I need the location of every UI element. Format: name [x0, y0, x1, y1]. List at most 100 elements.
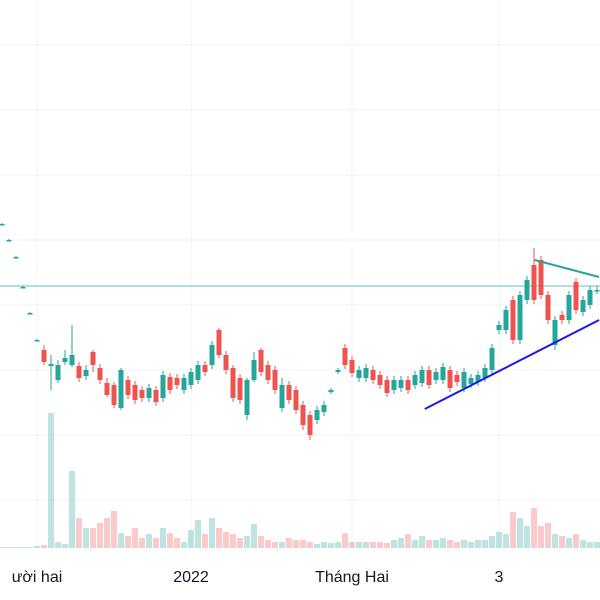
x-tick-label: 3: [495, 569, 504, 586]
candle-body: [216, 330, 222, 355]
volume-bar: [363, 542, 369, 548]
volume-bar: [496, 532, 502, 548]
volume-bar: [244, 536, 250, 548]
volume-bar: [405, 534, 411, 548]
volume-bar: [566, 538, 572, 548]
candle-body: [251, 360, 257, 380]
candle-body: [461, 372, 467, 388]
volume-bar: [454, 542, 460, 548]
volume-bar: [314, 544, 320, 548]
candle-body: [419, 370, 425, 383]
volume-bar: [272, 542, 278, 548]
volume-bar: [132, 528, 138, 548]
volume-bar: [20, 547, 26, 548]
candle-body: [342, 348, 348, 365]
volume-bar: [440, 538, 446, 548]
candle-body: [62, 358, 68, 362]
volume-bar: [510, 512, 516, 548]
volume-bar: [391, 540, 397, 548]
candle-body: [20, 287, 26, 289]
volume-bar: [545, 523, 551, 548]
candle-body: [454, 375, 460, 382]
volume-bar: [482, 540, 488, 548]
candle-body: [97, 368, 103, 380]
candle-body: [370, 370, 376, 380]
volume-bar: [447, 540, 453, 548]
candle-body: [55, 365, 61, 380]
candle-body: [195, 365, 201, 380]
candle-body: [272, 370, 278, 390]
candle-body: [517, 295, 523, 340]
candle-body: [426, 370, 432, 385]
candle-body: [111, 385, 117, 405]
volume-bar: [104, 518, 110, 548]
volume-bar: [118, 533, 124, 548]
volume-bar: [167, 533, 173, 548]
candle-body: [587, 290, 593, 305]
volume-bar: [349, 542, 355, 548]
volume-bar: [356, 542, 362, 548]
candle-body: [0, 224, 5, 226]
volume-bar: [83, 528, 89, 548]
volume-bar: [475, 540, 481, 548]
candle-body: [160, 375, 166, 398]
volume-bar: [97, 523, 103, 548]
candle-body: [524, 280, 530, 300]
volume-bar: [559, 536, 565, 548]
volume-bar: [27, 547, 33, 548]
candle-body: [300, 405, 306, 425]
volume-bar: [552, 534, 558, 548]
candle-body: [321, 405, 327, 412]
volume-bar: [125, 536, 131, 548]
candle-body: [132, 385, 138, 400]
volume-bar: [258, 536, 264, 548]
volume-bar: [335, 542, 341, 548]
candle-body: [412, 375, 418, 385]
candle-body: [475, 375, 481, 382]
candle-body: [265, 365, 271, 380]
volume-bar: [174, 538, 180, 548]
volume-bar: [384, 543, 390, 548]
volume-bar: [62, 544, 68, 548]
candle-body: [482, 368, 488, 378]
volume-bar: [398, 538, 404, 548]
x-tick-label: Tháng Hai: [315, 569, 389, 586]
volume-bar: [6, 547, 12, 548]
candle-body: [118, 370, 124, 408]
x-tick-label: 2022: [173, 569, 209, 586]
volume-bar: [34, 546, 40, 548]
volume-bar: [223, 532, 229, 548]
volume-bar: [279, 542, 285, 548]
candle-body: [48, 364, 54, 366]
volume-bar: [41, 545, 47, 548]
volume-bar: [0, 547, 5, 548]
candle-body: [230, 368, 236, 398]
volume-bar: [265, 540, 271, 548]
candle-body: [181, 378, 187, 390]
candle-body: [566, 295, 572, 320]
volume-bar: [342, 533, 348, 548]
volume-bar: [412, 540, 418, 548]
volume-bar: [587, 542, 593, 548]
candle-body: [356, 370, 362, 378]
candle-body: [314, 410, 320, 420]
candle-body: [237, 378, 243, 400]
candle-body: [594, 290, 600, 292]
candle-body: [580, 300, 586, 312]
candle-body: [545, 295, 551, 320]
candle-body: [447, 370, 453, 388]
volume-bar: [419, 536, 425, 548]
volume-bar: [489, 536, 495, 548]
volume-bar: [573, 534, 579, 548]
candle-body: [559, 315, 565, 320]
candle-body: [83, 370, 89, 376]
volume-bar: [594, 542, 600, 548]
candle-body: [104, 383, 110, 395]
candle-body: [146, 388, 152, 398]
volume-bar: [538, 526, 544, 548]
volume-bar: [76, 518, 82, 548]
volume-bar: [160, 528, 166, 548]
candle-body: [13, 257, 19, 259]
volume-bar: [531, 508, 537, 548]
